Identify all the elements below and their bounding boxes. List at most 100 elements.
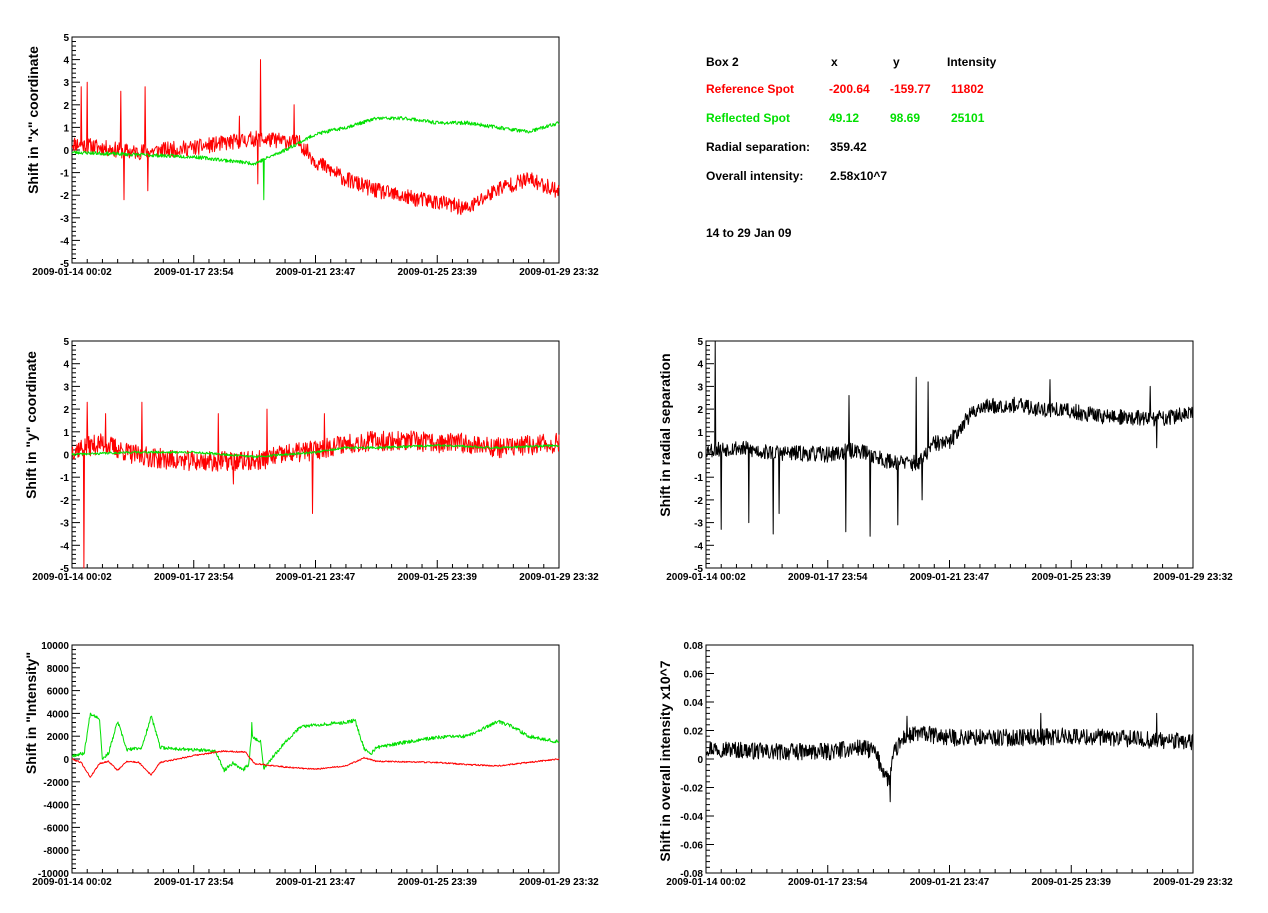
- x-tick-label: 2009-01-17 23:54: [788, 572, 868, 583]
- series-group: [71, 401, 560, 569]
- tick-group: -5 -4 -3 -2 -1 0 1 2 3 4 5 2009-01-14 00:02 2009-01-…: [666, 337, 1233, 583]
- info-block: Box 2 x y Intensity Reference Spot -200.…: [706, 55, 997, 240]
- panel-radial-shift: -5 -4 -3 -2 -1 0 1 2 3 4 5 2009-01-14 00:02 2009-01-…: [657, 337, 1233, 583]
- reference-spot-intensity: 11802: [951, 82, 984, 96]
- y-tick-label: 0: [697, 451, 703, 462]
- overall-intensity-value: 2.58x10^7: [830, 169, 887, 183]
- y-tick-label: 2: [63, 101, 69, 112]
- y-tick-label: 1: [697, 428, 703, 439]
- y-tick-label: 6000: [47, 687, 70, 698]
- y-tick-label: 0: [63, 451, 69, 462]
- x-tick-label: 2009-01-14 00:02: [32, 572, 112, 583]
- plot-frame: [705, 340, 1194, 569]
- series-line-1: [71, 443, 560, 459]
- y-tick-label: 4: [697, 360, 703, 371]
- reflected-spot-y: 98.69: [890, 111, 920, 125]
- x-tick-label: 2009-01-25 23:39: [1031, 877, 1111, 888]
- x-tick-label: 2009-01-21 23:47: [910, 877, 990, 888]
- y-axis-title: Shift in "x" coordinate: [25, 46, 41, 194]
- y-tick-label: -1: [60, 473, 69, 484]
- info-y-header: y: [893, 55, 900, 69]
- series-line-1: [72, 750, 560, 778]
- y-tick-label: -4: [60, 541, 69, 552]
- panel-overall-intensity-shift: -0.08 -0.06 -0.04 -0.02 0 0.02 0.04 0.06 0.08 200…: [657, 641, 1233, 888]
- x-tick-label: 2009-01-29 23:32: [519, 572, 599, 583]
- y-axis-title: Shift in radial separation: [657, 353, 673, 516]
- y-tick-label: -3: [60, 519, 69, 530]
- x-tick-label: 2009-01-25 23:39: [397, 572, 477, 583]
- y-tick-label: 4000: [47, 709, 70, 720]
- plot-frame: [71, 36, 560, 264]
- tick-group: -10000 -8000 -6000 -4000 -2000 0 2000 4000 6000 8…: [32, 641, 599, 888]
- y-tick-label: 0: [63, 146, 69, 157]
- plot-frame: [71, 644, 560, 874]
- y-tick-label: -0.06: [680, 841, 703, 852]
- y-tick-label: -4000: [43, 801, 69, 812]
- series-line-0: [705, 712, 1194, 803]
- y-tick-label: 5: [63, 33, 69, 44]
- series-group: [71, 712, 560, 778]
- y-tick-label: -5: [60, 564, 69, 575]
- x-tick-label: 2009-01-14 00:02: [666, 877, 746, 888]
- panel-y-shift: -5 -4 -3 -2 -1 0 1 2 3 4 5 2009-01-14 00:02 2009-01-…: [23, 337, 599, 583]
- y-tick-label: -0.04: [680, 812, 703, 823]
- y-tick-label: 2: [697, 405, 703, 416]
- overall-intensity-label: Overall intensity:: [706, 169, 803, 183]
- y-tick-label: 8000: [47, 664, 70, 675]
- y-tick-label: 0.04: [684, 698, 704, 709]
- x-tick-label: 2009-01-14 00:02: [666, 572, 746, 583]
- y-tick-label: 0.08: [684, 641, 704, 652]
- x-tick-label: 2009-01-17 23:54: [154, 877, 234, 888]
- y-tick-label: 0: [63, 755, 69, 766]
- y-tick-label: 1: [63, 123, 69, 134]
- y-tick-label: -5: [694, 564, 703, 575]
- x-tick-label: 2009-01-17 23:54: [788, 877, 868, 888]
- series-group: [71, 59, 560, 216]
- panel-intensity-shift: -10000 -8000 -6000 -4000 -2000 0 2000 4000 6000 8…: [23, 641, 599, 888]
- x-tick-label: 2009-01-14 00:02: [32, 877, 112, 888]
- series-group: [705, 340, 1194, 537]
- y-tick-label: 0.02: [684, 727, 704, 738]
- tick-group: -0.08 -0.06 -0.04 -0.02 0 0.02 0.04 0.06 0.08 200…: [666, 641, 1233, 888]
- y-tick-label: -6000: [43, 823, 69, 834]
- x-tick-label: 2009-01-21 23:47: [910, 572, 990, 583]
- x-tick-label: 2009-01-25 23:39: [397, 267, 477, 278]
- x-tick-label: 2009-01-17 23:54: [154, 572, 234, 583]
- series-line-0: [71, 59, 560, 216]
- series-line-1: [71, 116, 560, 201]
- series-line-0: [71, 712, 560, 773]
- x-tick-label: 2009-01-29 23:32: [1153, 877, 1233, 888]
- y-tick-label: -2: [60, 191, 69, 202]
- y-axis-title: Shift in "Intensity": [23, 652, 39, 774]
- y-tick-label: 4: [63, 56, 69, 67]
- y-tick-label: -5: [60, 259, 69, 270]
- y-tick-label: 0.06: [684, 670, 704, 681]
- x-tick-label: 2009-01-21 23:47: [276, 572, 356, 583]
- x-tick-label: 2009-01-17 23:54: [154, 267, 234, 278]
- y-tick-label: -0.02: [680, 784, 703, 795]
- info-intensity-header: Intensity: [947, 55, 997, 69]
- reference-spot-label: Reference Spot: [706, 82, 794, 96]
- info-x-header: x: [831, 55, 838, 69]
- x-tick-label: 2009-01-21 23:47: [276, 877, 356, 888]
- x-tick-label: 2009-01-29 23:32: [519, 877, 599, 888]
- series-line-0: [71, 401, 560, 569]
- x-tick-label: 2009-01-21 23:47: [276, 267, 356, 278]
- y-tick-label: 0: [697, 755, 703, 766]
- tick-group: -5 -4 -3 -2 -1 0 1 2 3 4 5 2009-01-14 00:02 2009-01-…: [32, 33, 599, 278]
- date-range-text: 14 to 29 Jan 09: [706, 226, 792, 240]
- radial-separation-label: Radial separation:: [706, 140, 810, 154]
- y-tick-label: -3: [694, 519, 703, 530]
- y-axis-title: Shift in overall intensity x10^7: [657, 660, 673, 861]
- x-tick-label: 2009-01-29 23:32: [1153, 572, 1233, 583]
- y-axis-title: Shift in "y" coordinate: [23, 351, 39, 499]
- x-tick-label: 2009-01-14 00:02: [32, 267, 112, 278]
- reference-spot-x: -200.64: [829, 82, 870, 96]
- radial-separation-value: 359.42: [830, 140, 867, 154]
- x-tick-label: 2009-01-25 23:39: [1031, 572, 1111, 583]
- y-tick-label: -2000: [43, 778, 69, 789]
- y-tick-label: 5: [697, 337, 703, 348]
- panel-x-shift: -5 -4 -3 -2 -1 0 1 2 3 4 5 2009-01-14 00:02 2009-01-…: [25, 33, 599, 278]
- series-group: [705, 712, 1194, 803]
